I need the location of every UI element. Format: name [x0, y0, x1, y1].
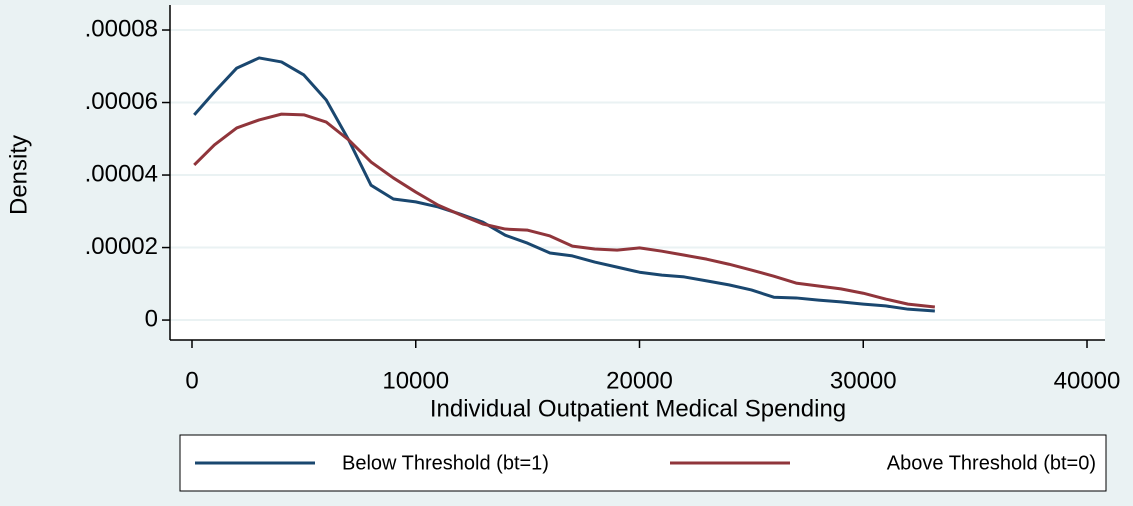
line-series — [193, 112, 936, 309]
y-tick-label: .00002 — [85, 233, 158, 260]
x-tick-label: 0 — [185, 367, 198, 394]
line-series — [193, 56, 935, 313]
x-tick-label: 40000 — [1054, 367, 1121, 394]
x-tick-label: 10000 — [382, 367, 449, 394]
y-tick-label: .00006 — [85, 88, 158, 115]
x-axis-label: Individual Outpatient Medical Spending — [430, 395, 846, 422]
x-tick-label: 20000 — [606, 367, 673, 394]
legend-label: Above Threshold (bt=0) — [887, 452, 1096, 474]
y-tick-label: .00004 — [85, 160, 158, 187]
x-tick-label: 30000 — [830, 367, 897, 394]
y-tick-label: .00008 — [85, 15, 158, 42]
y-tick-label: 0 — [145, 305, 158, 332]
legend-label: Below Threshold (bt=1) — [342, 452, 549, 474]
y-axis-label: Density — [5, 135, 32, 215]
legend-box — [179, 434, 1107, 492]
plot-area — [170, 5, 1105, 340]
